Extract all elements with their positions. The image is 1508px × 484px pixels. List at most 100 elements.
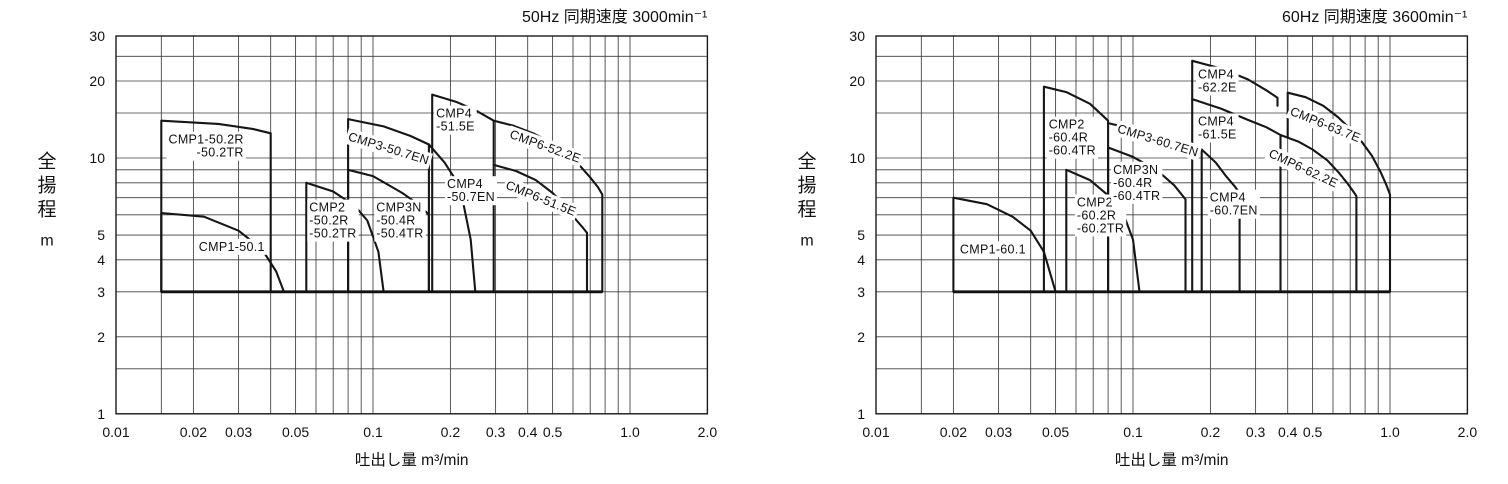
x-tick-0.5: 0.5 — [1303, 424, 1323, 440]
region-CMP6-62.2E — [1279, 133, 1358, 293]
y-tick-2: 2 — [857, 329, 865, 345]
x-tick-0.4: 0.4 — [518, 424, 538, 440]
region-label-CMP1-50.1: CMP1-50.1 — [196, 238, 267, 255]
region-CMP2-60.4R/-60.4TR — [1042, 85, 1110, 293]
svg-text:CMP2-60.2R-60.2TR: CMP2 -60.2R -60.2TR — [1077, 196, 1124, 236]
region-CMP4-60.7EN — [1200, 148, 1241, 293]
label-bg — [1207, 189, 1260, 219]
x-tick-1.0: 1.0 — [620, 424, 640, 440]
y-tick-20: 20 — [89, 73, 105, 89]
chart-title-60hz: 60Hz 同期速度 3600min⁻¹ — [1282, 8, 1467, 26]
x-tick-2.0: 2.0 — [698, 424, 718, 440]
axis-ticks-60hz: 30 20 10 5 4 3 2 1 0.01 0.02 0.03 0.05 0.1 0.2 0.3 0.4 0… — [849, 28, 1477, 440]
label-bg — [1046, 116, 1098, 159]
svg-text:CMP4-62.2E: CMP4 -62.2E — [1198, 68, 1237, 95]
svg-text:CMP4-51.5E: CMP4 -51.5E — [436, 107, 475, 134]
chart-60hz: CMP2 -60.4R -60.4TR CMP1-60.1 CMP2 -60.2R -60.… — [797, 8, 1477, 469]
x-tick-0.3: 0.3 — [1246, 424, 1266, 440]
region-label-CMP6-62.2E: CMP6-62.2E — [1264, 144, 1343, 193]
label-bg — [445, 176, 497, 206]
x-tick-0.03: 0.03 — [985, 424, 1012, 440]
svg-text:CMP1-60.1: CMP1-60.1 — [960, 242, 1026, 256]
y-tick-10: 10 — [89, 150, 105, 166]
plot-border — [875, 35, 1469, 415]
svg-text:CMP3N-60.4R-60.4TR: CMP3N -60.4R -60.4TR — [1113, 163, 1160, 203]
x-tick-0.02: 0.02 — [180, 424, 207, 440]
svg-text:CMP6-62.2E: CMP6-62.2E — [1267, 146, 1340, 190]
x-tick-0.02: 0.02 — [940, 424, 967, 440]
x-tick-0.5: 0.5 — [543, 424, 563, 440]
x-tick-0.05: 0.05 — [1042, 424, 1069, 440]
y-axis-title-char: 揚 — [797, 175, 816, 197]
x-tick-0.2: 0.2 — [441, 424, 461, 440]
svg-text:CMP6-52.2E: CMP6-52.2E — [508, 127, 583, 166]
region-label-CMP4-62.2E: CMP4 -62.2E — [1196, 66, 1239, 96]
region-label-CMP6-63.7E: CMP6-63.7E — [1285, 102, 1365, 147]
x-axis-title-50hz: 吐出し量 m³/min — [355, 451, 469, 469]
chart-50hz: CMP1-50.2R -50.2TR CMP1-50.1 CMP2 -50.2R -50.… — [37, 8, 717, 469]
grid-60hz — [875, 35, 1468, 415]
label-bg — [166, 131, 246, 161]
label-bg — [307, 199, 359, 242]
x-tick-0.1: 0.1 — [1123, 424, 1143, 440]
svg-text:CMP3-60.7EN: CMP3-60.7EN — [1116, 122, 1200, 160]
region-label-CMP4-51.5E: CMP4 -51.5E — [434, 105, 477, 135]
label-bg — [344, 128, 434, 170]
label-bg — [434, 105, 477, 135]
x-tick-1.0: 1.0 — [1380, 424, 1400, 440]
svg-text:CMP2-50.2R-50.2TR: CMP2 -50.2R -50.2TR — [309, 201, 356, 241]
region-label-CMP4-60.7EN: CMP4 -60.7EN — [1207, 189, 1260, 219]
svg-text:CMP4-60.7EN: CMP4 -60.7EN — [1210, 191, 1258, 218]
y-tick-4: 4 — [97, 252, 105, 268]
svg-text:CMP3-50.7EN: CMP3-50.7EN — [346, 130, 430, 168]
region-label-CMP3N-60.4R-60.4TR: CMP3N -60.4R -60.4TR — [1111, 161, 1163, 204]
y-axis-title-char: 揚 — [37, 175, 56, 197]
x-tick-0.01: 0.01 — [862, 424, 889, 440]
y-tick-3: 3 — [97, 284, 105, 300]
y-axis-unit: m — [40, 233, 53, 250]
region-label-CMP4-50.7EN: CMP4 -50.7EN — [445, 176, 497, 206]
region-label-CMP1-50.2R-50.2TR: CMP1-50.2R -50.2TR — [166, 131, 246, 161]
region-CMP1-50.2R/-50.2TR — [160, 119, 272, 293]
y-tick-1: 1 — [97, 406, 105, 422]
x-tick-0.4: 0.4 — [1278, 424, 1298, 440]
y-tick-20: 20 — [849, 73, 865, 89]
y-tick-10: 10 — [849, 150, 865, 166]
label-bg — [196, 238, 267, 255]
svg-text:CMP6-63.7E: CMP6-63.7E — [1288, 104, 1362, 145]
region-label-CMP3-50.7EN: CMP3-50.7EN — [344, 128, 434, 170]
region-label-CMP4-61.5E: CMP4 -61.5E — [1196, 113, 1239, 143]
y-axis-title-char: 程 — [797, 199, 816, 221]
x-tick-0.01: 0.01 — [102, 424, 129, 440]
region-CMP4-50.7EN — [427, 143, 477, 293]
region-CMP4-62.2E — [1191, 59, 1279, 107]
y-axis-title-char: 全 — [37, 151, 56, 173]
x-tick-2.0: 2.0 — [1458, 424, 1478, 440]
svg-text:CMP2-60.4R-60.4TR: CMP2 -60.4R -60.4TR — [1049, 118, 1096, 158]
y-axis-unit: m — [800, 233, 813, 250]
y-tick-3: 3 — [857, 284, 865, 300]
label-bg — [1113, 120, 1203, 162]
svg-text:CMP1-50.2R-50.2TR: CMP1-50.2R -50.2TR — [169, 133, 244, 160]
y-axis-title-char: 程 — [37, 199, 56, 221]
y-tick-4: 4 — [857, 252, 865, 268]
x-tick-0.03: 0.03 — [225, 424, 252, 440]
region-CMP3-50.7EN — [347, 118, 430, 293]
region-label-CMP2-50.2R-50.2TR: CMP2 -50.2R -50.2TR — [307, 199, 359, 242]
x-tick-0.1: 0.1 — [363, 424, 383, 440]
label-bg — [1196, 113, 1239, 143]
region-label-CMP1-60.1: CMP1-60.1 — [957, 241, 1028, 258]
axis-ticks-50hz: 30 20 10 5 4 3 2 1 0.01 0.02 0.03 0.05 0.1 0.2 0.3 0.4 0… — [89, 28, 717, 440]
svg-text:CMP1-50.1: CMP1-50.1 — [199, 240, 265, 254]
region-label-CMP2-60.2R-60.2TR: CMP2 -60.2R -60.2TR — [1074, 194, 1127, 237]
label-bg — [957, 241, 1028, 258]
label-bg — [505, 125, 585, 168]
x-tick-0.3: 0.3 — [486, 424, 506, 440]
y-tick-1: 1 — [857, 406, 865, 422]
y-axis-title-char: 全 — [797, 151, 816, 173]
y-tick-30: 30 — [89, 28, 105, 44]
x-axis-title-60hz: 吐出し量 m³/min — [1115, 451, 1229, 469]
